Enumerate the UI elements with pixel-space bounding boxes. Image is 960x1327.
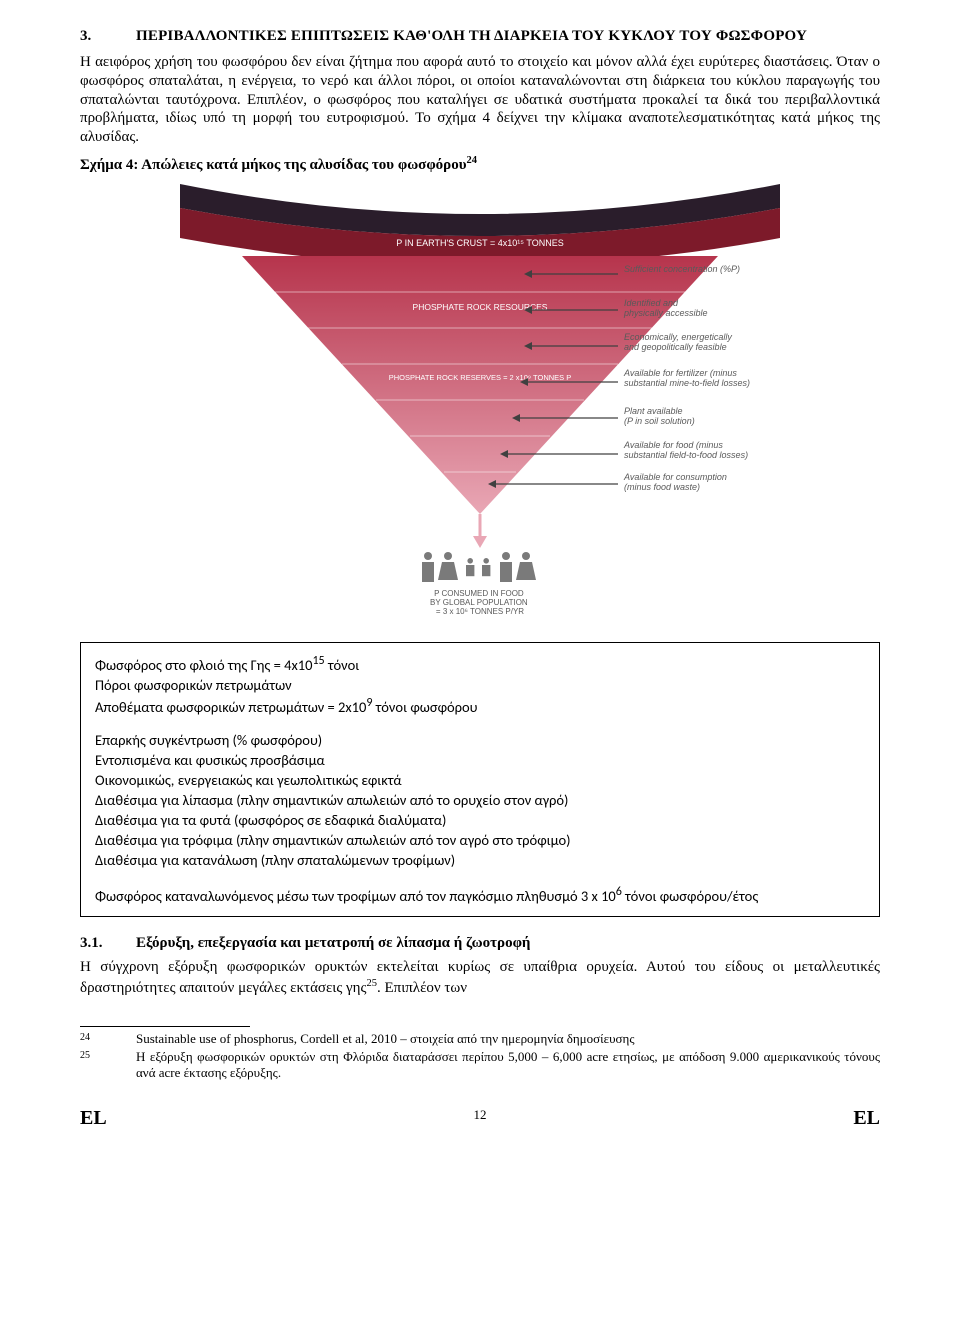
box-group-3: Φωσφόρος καταναλωνόμενος μέσω των τροφίμ… xyxy=(95,884,865,906)
footnote-ref-25: 25 xyxy=(366,978,377,989)
translation-box: Φωσφόρος στο φλοιό της Γης = 4x1015 τόνο… xyxy=(80,642,880,917)
figure-4: P IN EARTH'S CRUST = 4x10¹⁵ TONNES PHOSP… xyxy=(80,184,880,624)
level-6: Available for consumption(minus food was… xyxy=(488,472,727,492)
footnote-24: 24 Sustainable use of phosphorus, Cordel… xyxy=(80,1031,880,1047)
subsection-number: 3.1. xyxy=(80,935,136,952)
paragraph-1: Η αειφόρος χρήση του φωσφόρου δεν είναι … xyxy=(80,53,880,147)
svg-text:Available for fertilizer (minu: Available for fertilizer (minussubstanti… xyxy=(623,368,750,388)
svg-text:Available for food (minussubst: Available for food (minussubstantial fie… xyxy=(623,440,748,460)
page-footer: EL 12 EL xyxy=(80,1107,880,1130)
footnote-ref-24: 24 xyxy=(467,155,478,166)
level-inside-2: PHOSPHATE ROCK RESERVES = 2 x10⁹ TONNES … xyxy=(389,373,572,382)
box-group-2: Επαρκής συγκέντρωση (% φωσφόρου) Εντοπισ… xyxy=(95,730,865,870)
section-title: ΠΕΡΙΒΑΛΛΟΝΤΙΚΕΣ ΕΠΙΠΤΩΣΕΙΣ ΚΑΘ'ΟΛΗ ΤΗ ΔΙ… xyxy=(136,28,807,45)
box-group-1: Φωσφόρος στο φλοιό της Γης = 4x1015 τόνο… xyxy=(95,653,865,717)
footnote-separator xyxy=(80,1026,250,1027)
subsection-title: Εξόρυξη, επεξεργασία και μετατροπή σε λί… xyxy=(136,935,530,952)
footer-left: EL xyxy=(80,1107,107,1130)
figure-caption: Σχήμα 4: Απώλειες κατά μήκος της αλυσίδα… xyxy=(80,155,880,174)
svg-text:Economically, energeticallyand: Economically, energeticallyand geopoliti… xyxy=(624,332,732,352)
crust-label: P IN EARTH'S CRUST = 4x10¹⁵ TONNES xyxy=(396,238,563,248)
paragraph-2: Η σύγχρονη εξόρυξη φωσφορικών ορυκτών εκ… xyxy=(80,958,880,998)
svg-text:Available for consumption(minu: Available for consumption(minus food was… xyxy=(623,472,727,492)
footer-right: EL xyxy=(853,1107,880,1130)
page-number: 12 xyxy=(474,1107,487,1130)
svg-text:Plant available(P in soil solu: Plant available(P in soil solution) xyxy=(624,406,695,426)
phosphorus-funnel-diagram: P IN EARTH'S CRUST = 4x10¹⁵ TONNES PHOSP… xyxy=(170,184,790,624)
section-number: 3. xyxy=(80,28,136,45)
subsection-heading: 3.1. Εξόρυξη, επεξεργασία και μετατροπή … xyxy=(80,935,880,952)
section-heading: 3. ΠΕΡΙΒΑΛΛΟΝΤΙΚΕΣ ΕΠΙΠΤΩΣΕΙΣ ΚΑΘ'ΟΛΗ ΤΗ… xyxy=(80,28,880,45)
figure-caption-text: Σχήμα 4: Απώλειες κατά μήκος της αλυσίδα… xyxy=(80,157,467,173)
footnote-25: 25 Η εξόρυξη φωσφορικών ορυκτών στη Φλόρ… xyxy=(80,1049,880,1082)
svg-text:P CONSUMED IN FOOD BY GLOB: P CONSUMED IN FOOD BY GLOBAL POPULATION … xyxy=(430,589,530,616)
people-icons xyxy=(422,552,536,582)
svg-text:Sufficient concentration (%P): Sufficient concentration (%P) xyxy=(624,264,740,274)
svg-text:Identified andphysically acces: Identified andphysically accessible xyxy=(623,298,708,318)
